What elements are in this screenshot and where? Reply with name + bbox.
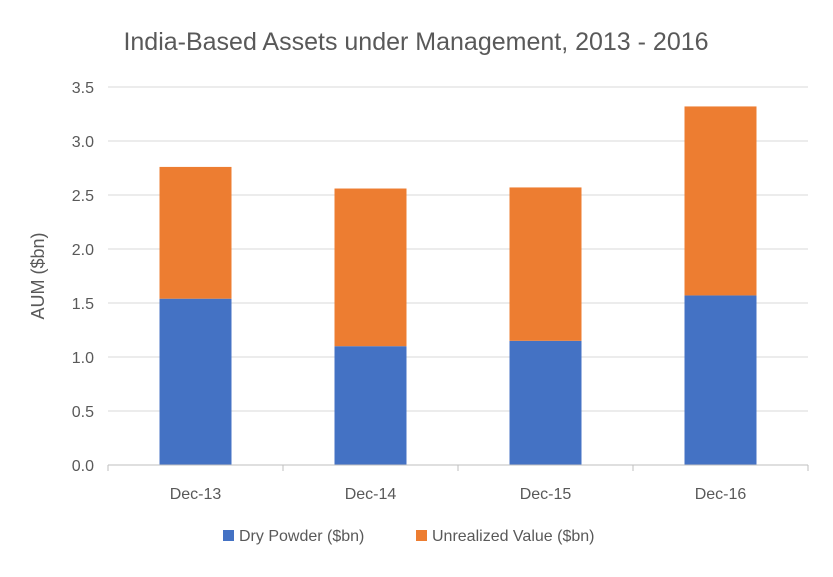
- y-tick-label: 2.5: [72, 188, 94, 205]
- legend-label-unrealized-value: Unrealized Value ($bn): [432, 528, 594, 545]
- bar-dry-powder-dec-13: [159, 298, 232, 465]
- x-tick-label: Dec-14: [345, 486, 397, 503]
- bar-unrealized-value-dec-13: [159, 166, 232, 299]
- y-tick-label: 1.0: [72, 350, 94, 367]
- x-axis-ticks: Dec-13 Dec-14 Dec-15 Dec-16: [107, 465, 809, 503]
- y-tick-label: 2.0: [72, 242, 94, 259]
- y-tick-label: 0.5: [72, 404, 94, 421]
- legend-swatch-dry-powder: [223, 530, 234, 541]
- bar-dry-powder-dec-14: [334, 346, 407, 465]
- y-tick-label: 3.0: [72, 134, 94, 151]
- legend-label-dry-powder: Dry Powder ($bn): [239, 528, 364, 545]
- bar-dry-powder-dec-16: [684, 295, 757, 465]
- chart-title: India-Based Assets under Management, 201…: [123, 28, 708, 56]
- bars: [159, 106, 757, 465]
- bar-unrealized-value-dec-14: [334, 188, 407, 347]
- y-axis-label: AUM ($bn): [28, 232, 48, 319]
- legend: Dry Powder ($bn) Unrealized Value ($bn): [223, 528, 594, 545]
- legend-swatch-unrealized-value: [416, 530, 427, 541]
- bar-unrealized-value-dec-16: [684, 106, 757, 296]
- x-tick-label: Dec-13: [170, 486, 222, 503]
- y-axis-ticks: 0.0 0.5 1.0 1.5 2.0 2.5 3.0 3.5: [72, 80, 94, 475]
- x-tick-label: Dec-15: [520, 486, 572, 503]
- bar-unrealized-value-dec-15: [509, 187, 582, 341]
- y-tick-label: 0.0: [72, 458, 94, 475]
- x-tick-label: Dec-16: [695, 486, 747, 503]
- y-tick-label: 1.5: [72, 296, 94, 313]
- y-tick-label: 3.5: [72, 80, 94, 97]
- bar-dry-powder-dec-15: [509, 340, 582, 465]
